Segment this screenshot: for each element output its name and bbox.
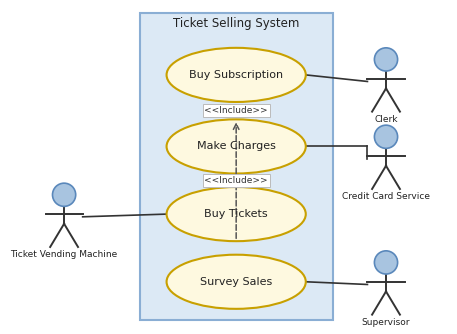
Text: Credit Card Service: Credit Card Service [342, 192, 430, 201]
Circle shape [53, 183, 76, 206]
FancyBboxPatch shape [139, 13, 333, 320]
Circle shape [374, 48, 398, 71]
Text: Clerk: Clerk [374, 115, 398, 124]
Text: Survey Sales: Survey Sales [200, 277, 272, 287]
Ellipse shape [166, 48, 306, 102]
Text: Make Charges: Make Charges [197, 141, 276, 151]
Text: <<Include>>: <<Include>> [204, 176, 268, 185]
Circle shape [374, 251, 398, 274]
Text: Buy Subscription: Buy Subscription [189, 70, 283, 80]
Circle shape [374, 125, 398, 148]
Text: <<Include>>: <<Include>> [204, 106, 268, 115]
Ellipse shape [166, 255, 306, 309]
Text: Supervisor: Supervisor [362, 318, 410, 327]
Text: Ticket Vending Machine: Ticket Vending Machine [11, 250, 118, 259]
Ellipse shape [166, 119, 306, 173]
Text: Buy Tickets: Buy Tickets [204, 209, 268, 219]
Ellipse shape [166, 187, 306, 241]
Text: Ticket Selling System: Ticket Selling System [173, 17, 299, 30]
